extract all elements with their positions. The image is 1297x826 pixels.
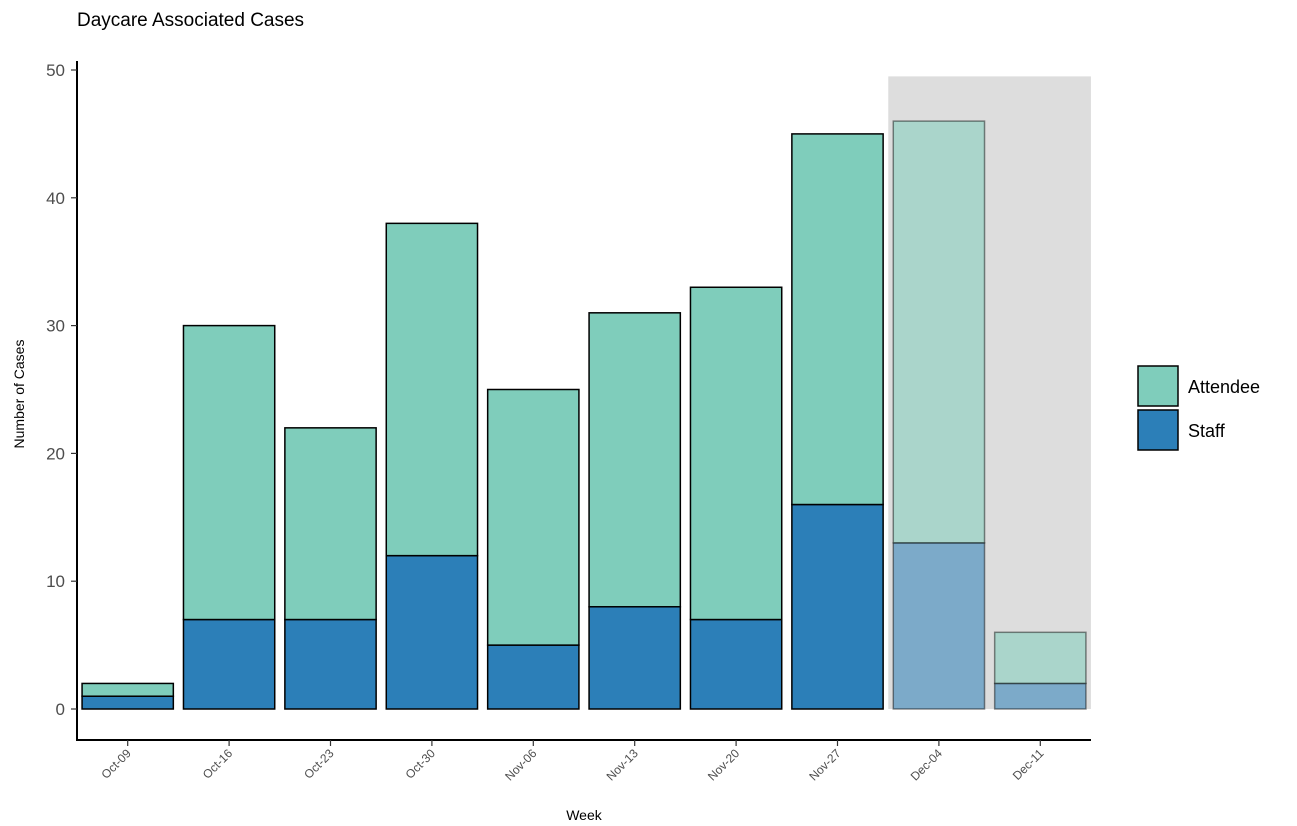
x-tick-label: Oct-09 bbox=[98, 746, 134, 782]
bar-staff-nov-20 bbox=[689, 618, 783, 710]
x-tick-label: Nov-13 bbox=[604, 746, 641, 783]
legend: Attendee Staff bbox=[1137, 365, 1260, 451]
bar-staff-nov-13 bbox=[588, 606, 682, 710]
y-tick-label: 40 bbox=[46, 189, 65, 208]
bars-group bbox=[81, 120, 1087, 710]
legend-label-staff: Staff bbox=[1188, 421, 1226, 441]
legend-swatch-attendee bbox=[1137, 365, 1179, 407]
bar-attendee-dec-11 bbox=[993, 631, 1087, 685]
x-tick-label: Dec-11 bbox=[1010, 746, 1047, 783]
bar-attendee-dec-04 bbox=[892, 120, 986, 544]
bar-staff-oct-23 bbox=[284, 618, 377, 710]
x-tick-label: Dec-04 bbox=[908, 746, 945, 783]
chart-title: Daycare Associated Cases bbox=[77, 10, 304, 31]
bar-attendee-oct-16 bbox=[182, 324, 276, 621]
x-tick-label: Oct-30 bbox=[403, 746, 439, 782]
y-tick-label: 20 bbox=[46, 444, 65, 463]
x-tick-label: Nov-20 bbox=[705, 746, 742, 783]
legend-label-attendee: Attendee bbox=[1188, 377, 1260, 397]
bar-staff-dec-04 bbox=[892, 542, 986, 710]
x-tick-label: Oct-23 bbox=[301, 746, 337, 782]
bar-staff-dec-11 bbox=[993, 682, 1087, 710]
y-axis-title: Number of Cases bbox=[11, 340, 27, 449]
bar-attendee-oct-09 bbox=[81, 682, 175, 697]
bar-staff-nov-06 bbox=[486, 644, 580, 710]
bar-staff-oct-16 bbox=[182, 618, 276, 710]
x-tick-label: Nov-06 bbox=[502, 746, 539, 783]
y-tick-label: 30 bbox=[46, 317, 65, 336]
y-axis-ticks: 0 10 20 30 40 50 bbox=[46, 61, 77, 719]
bar-attendee-oct-30 bbox=[385, 222, 479, 557]
bar-attendee-nov-20 bbox=[689, 286, 783, 621]
bar-attendee-nov-27 bbox=[791, 133, 884, 506]
bar-staff-oct-09 bbox=[81, 695, 175, 710]
y-tick-label: 0 bbox=[56, 700, 65, 719]
bar-attendee-nov-13 bbox=[588, 312, 682, 608]
bar-attendee-oct-23 bbox=[284, 427, 377, 621]
bar-staff-oct-30 bbox=[385, 554, 479, 710]
y-tick-label: 10 bbox=[46, 572, 65, 591]
legend-swatch-staff bbox=[1137, 409, 1179, 451]
bar-attendee-nov-06 bbox=[486, 388, 580, 646]
x-tick-label: Nov-27 bbox=[806, 746, 843, 783]
bar-staff-nov-27 bbox=[791, 503, 884, 710]
y-tick-label: 50 bbox=[46, 61, 65, 80]
x-tick-label: Oct-16 bbox=[200, 746, 236, 782]
x-axis-ticks: Oct-09 Oct-16 Oct-23 Oct-30 Nov-06 Nov-13 Nov-… bbox=[98, 740, 1047, 783]
x-axis-title: Week bbox=[566, 807, 603, 823]
